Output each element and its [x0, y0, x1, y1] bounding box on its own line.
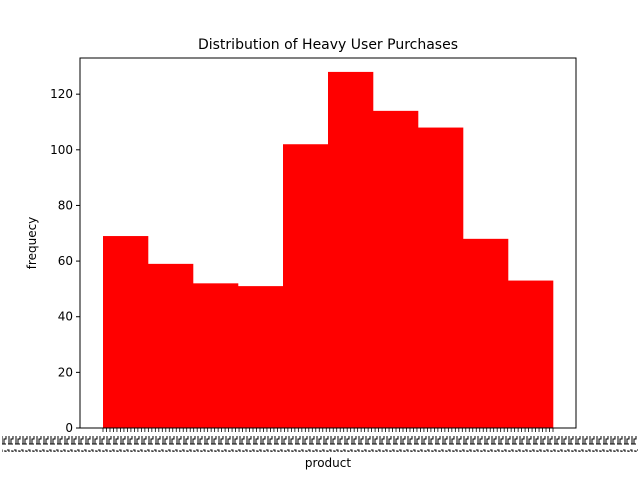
- histogram-bar: [103, 236, 149, 428]
- y-tick-label: 80: [58, 198, 73, 212]
- y-tick-label: 120: [50, 87, 73, 101]
- histogram-bar: [193, 283, 239, 428]
- y-tick-label: 40: [58, 310, 73, 324]
- histogram-bar: [283, 144, 329, 429]
- histogram-bar: [508, 280, 554, 428]
- histogram-bar: [238, 286, 284, 428]
- y-tick-label: 100: [50, 143, 73, 157]
- histogram-bar: [373, 110, 419, 429]
- y-tick-label: 60: [58, 254, 73, 268]
- histogram-bar: [148, 263, 194, 428]
- plot-frame: [79, 57, 577, 429]
- histogram-bar: [463, 238, 509, 428]
- y-tick-label: 0: [65, 421, 73, 435]
- y-axis-label: frequecy: [25, 217, 39, 270]
- y-axis: 0 20 40 60 80 100 120: [50, 87, 80, 435]
- histogram-bar: [418, 127, 464, 429]
- bars-group: [103, 71, 554, 429]
- y-tick-label: 20: [58, 365, 73, 379]
- x-axis-label: product: [305, 456, 351, 470]
- chart-title: Distribution of Heavy User Purchases: [198, 37, 458, 53]
- x-tick-labels-overlapping: [2, 436, 638, 452]
- x-axis: [2, 428, 638, 452]
- histogram-bar: [328, 71, 374, 428]
